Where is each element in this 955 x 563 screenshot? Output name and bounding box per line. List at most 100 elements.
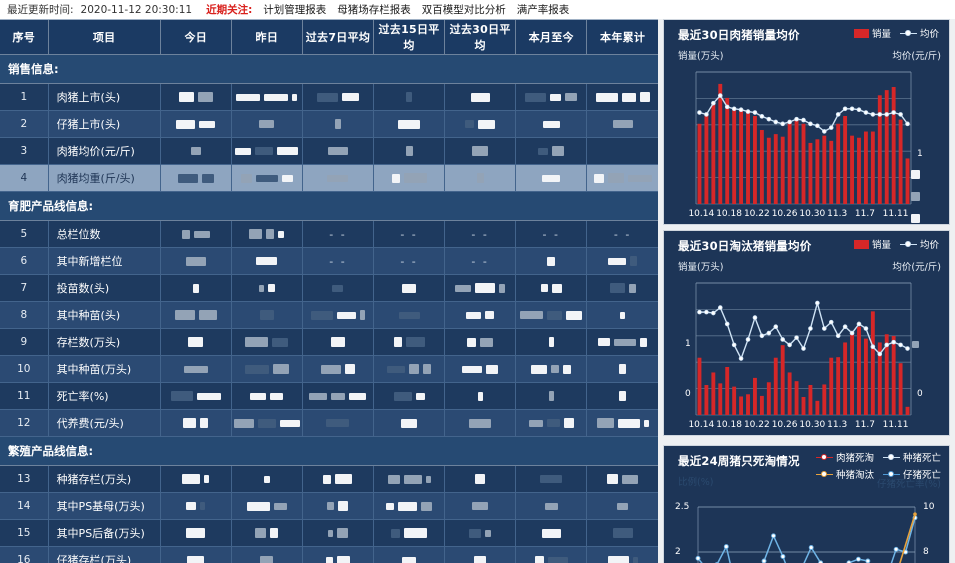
table-cell xyxy=(373,301,446,329)
chart2-legend-avgprice-label: 均价 xyxy=(919,240,939,251)
table-row[interactable]: 11 死亡率(%) xyxy=(0,382,658,410)
chart-card-cull-pig-sales-price[interactable]: 最近30日淘汰猪销量均价 销量 均价 销量(万头) 均价(元/斤) 10.14 1… xyxy=(663,230,950,436)
col-header-yesterday[interactable]: 昨日 xyxy=(231,20,303,55)
chart1-legend-avgprice[interactable]: 均价 xyxy=(899,26,939,40)
focus-link-plan-report[interactable]: 计划管理报表 xyxy=(263,4,327,16)
col-header-index[interactable]: 序号 xyxy=(0,20,49,55)
y-axis-tick-right: 8 xyxy=(923,547,929,557)
chart2-ylabel-right: 均价(元/斤) xyxy=(892,262,941,273)
metrics-table-panel[interactable]: 序号 项目 今日 昨日 过去7日平均 过去15日平均 过去30日平均 本月至今 … xyxy=(0,19,658,563)
redaction-block xyxy=(480,337,494,347)
chart-card-pig-mortality-24weeks[interactable]: 最近24周猪只死淘情况 肉猪死淘 种猪死亡 xyxy=(663,445,950,563)
table-row[interactable]: 7 投苗数(头) xyxy=(0,274,658,302)
row-label: 其中新增栏位 xyxy=(48,247,161,275)
table-row[interactable]: 4 肉猪均重(斤/头) xyxy=(0,164,658,192)
redaction-block xyxy=(565,93,578,101)
redacted-value xyxy=(303,84,373,110)
table-row[interactable]: 13 种猪存栏(万头) xyxy=(0,465,658,493)
table-cell xyxy=(373,355,446,383)
x-axis-tick: 10.18 xyxy=(716,420,742,430)
col-header-avg15[interactable]: 过去15日平均 xyxy=(373,20,446,55)
table-row[interactable]: 15 其中PS后备(万头) xyxy=(0,519,658,547)
table-row[interactable]: 6 其中新增栏位 - - - - - - xyxy=(0,247,658,275)
redaction-block xyxy=(552,146,565,156)
chart1-legend-volume[interactable]: 销量 xyxy=(853,26,891,40)
chart1-legend-avgprice-label: 均价 xyxy=(919,29,939,40)
redaction-block xyxy=(466,311,482,319)
redaction-block xyxy=(359,310,365,320)
redacted-value xyxy=(161,111,231,137)
table-row[interactable]: 14 其中PS基母(万头) xyxy=(0,492,658,520)
row-index: 13 xyxy=(0,465,49,493)
chart-card-pig-sales-price[interactable]: 最近30日肉猪销量均价 销量 均价 销量(万头) 均价(元/斤) 10.14 10… xyxy=(663,19,950,225)
redaction-block xyxy=(621,92,636,102)
table-row[interactable]: 9 存栏数(万头) xyxy=(0,328,658,356)
redaction-block xyxy=(336,311,356,319)
redacted-value xyxy=(445,165,515,191)
x-axis-tick: 11.7 xyxy=(854,420,875,430)
row-label: 投苗数(头) xyxy=(48,274,161,302)
col-header-item[interactable]: 项目 xyxy=(48,20,161,55)
redaction-block xyxy=(398,311,420,319)
redaction-block xyxy=(196,392,221,400)
bar-swatch-icon xyxy=(853,239,869,249)
chart1-ylabel-left: 销量(万头) xyxy=(678,51,724,62)
table-cell xyxy=(231,492,303,520)
chart3-legend-meatpig-cull[interactable]: 肉猪死淘 xyxy=(815,450,874,464)
table-row[interactable]: 1 肉猪上市(头) xyxy=(0,83,658,111)
col-header-month-to-date[interactable]: 本月至今 xyxy=(515,20,588,55)
table-cell xyxy=(373,110,446,138)
table-cell: - - xyxy=(515,220,588,248)
line-marker-icon xyxy=(899,29,917,38)
table-row[interactable]: 2 仔猪上市(头) xyxy=(0,110,658,138)
table-section-title: 育肥产品线信息: xyxy=(0,191,658,221)
redacted-value xyxy=(232,84,302,110)
redaction-block xyxy=(177,173,198,183)
row-index: 4 xyxy=(0,164,49,192)
table-cell xyxy=(231,110,303,138)
redacted-value xyxy=(587,466,658,492)
col-header-avg30[interactable]: 过去30日平均 xyxy=(444,20,517,55)
col-header-avg7[interactable]: 过去7日平均 xyxy=(302,20,375,55)
redaction-block xyxy=(563,418,574,428)
redacted-value xyxy=(161,520,231,546)
redaction-block xyxy=(415,392,425,400)
table-row[interactable]: 3 肉猪均价(元/斤) xyxy=(0,137,658,165)
redaction-block xyxy=(472,502,489,510)
focus-link-double-hundred-model-comparison[interactable]: 双百模型对比分析 xyxy=(421,4,506,16)
table-row[interactable]: 10 其中种苗(万头) xyxy=(0,355,658,383)
y-axis-tick-right: 1 xyxy=(917,149,923,159)
focus-link-full-capacity-rate-report[interactable]: 满产率报表 xyxy=(516,4,570,16)
table-cell xyxy=(160,492,232,520)
redacted-value xyxy=(587,275,658,301)
chart3-legend-breeder-cull[interactable]: 种猪淘汰 xyxy=(815,467,874,481)
redaction-block xyxy=(200,502,206,510)
chart3-legend-piglet-death-label: 仔猪死亡 xyxy=(902,470,941,481)
col-header-today[interactable]: 今日 xyxy=(160,20,232,55)
redaction-block xyxy=(250,392,267,400)
update-time-value: 2020-11-12 20:30:11 xyxy=(80,3,193,16)
redaction-block xyxy=(548,391,554,401)
chart2-legend-avgprice[interactable]: 均价 xyxy=(899,237,939,251)
table-row[interactable]: 16 仔猪存栏(万头) xyxy=(0,546,658,563)
redaction-block xyxy=(332,284,344,292)
table-row[interactable]: 8 其中种苗(头) xyxy=(0,301,658,329)
redaction-block xyxy=(403,474,422,484)
redaction-block xyxy=(627,174,652,182)
table-cell xyxy=(231,409,303,437)
table-cell xyxy=(444,328,517,356)
chart3-legend-piglet-death[interactable]: 仔猪死亡 xyxy=(882,467,941,481)
table-row[interactable]: 5 总栏位数 - - - - - - - - - - xyxy=(0,220,658,248)
chart1-legend: 销量 均价 xyxy=(853,26,939,40)
focus-link-sow-farm-inventory-report[interactable]: 母猪场存栏报表 xyxy=(337,4,411,16)
redacted-value xyxy=(445,520,515,546)
col-header-year-to-date[interactable]: 本年累计 xyxy=(586,20,658,55)
chart2-legend-volume[interactable]: 销量 xyxy=(853,237,891,251)
redaction-block xyxy=(349,392,367,400)
row-label: 存栏数(万头) xyxy=(48,328,161,356)
table-row[interactable]: 12 代养费(元/头) xyxy=(0,409,658,437)
chart3-legend-breeder-death[interactable]: 种猪死亡 xyxy=(882,450,941,464)
redaction-block xyxy=(911,170,920,179)
table-section-header: 育肥产品线信息: xyxy=(0,191,658,221)
redaction-block xyxy=(200,418,209,428)
